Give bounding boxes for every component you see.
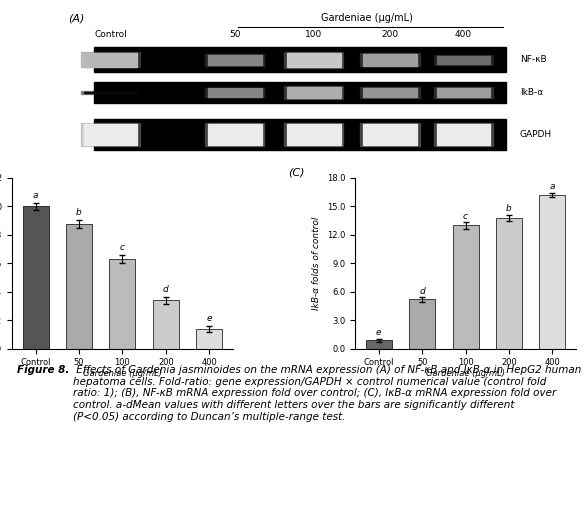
Text: IkB-α: IkB-α	[520, 88, 543, 97]
Bar	[436, 88, 490, 97]
Bar	[83, 92, 138, 93]
Text: d: d	[163, 285, 169, 294]
Text: 100: 100	[305, 30, 322, 39]
Bar	[208, 88, 262, 97]
Bar	[366, 340, 392, 349]
Text: GAPDH: GAPDH	[520, 130, 552, 139]
Bar	[196, 329, 222, 349]
Text: b: b	[76, 208, 82, 217]
Bar	[434, 87, 493, 98]
Text: 200: 200	[382, 30, 399, 39]
Text: NF-κB: NF-κB	[520, 55, 546, 64]
Bar	[284, 123, 343, 146]
Bar	[22, 206, 49, 349]
Text: a: a	[33, 191, 38, 200]
Bar	[453, 225, 479, 349]
Text: Figure 8.: Figure 8.	[18, 365, 70, 375]
Bar	[83, 53, 138, 66]
Text: d: d	[419, 287, 425, 295]
Bar	[539, 195, 566, 349]
Text: (C): (C)	[289, 168, 305, 178]
X-axis label: Gardeniae (μg/mL): Gardeniae (μg/mL)	[83, 369, 162, 378]
Bar	[153, 300, 179, 349]
Bar	[81, 91, 140, 94]
Bar	[434, 123, 493, 146]
Bar	[436, 56, 490, 64]
Bar	[208, 124, 262, 145]
Bar	[434, 55, 493, 64]
Text: c: c	[120, 243, 125, 252]
Bar	[409, 299, 435, 349]
Text: 400: 400	[455, 30, 472, 39]
Bar	[109, 259, 135, 349]
Bar	[83, 124, 138, 145]
Bar	[363, 54, 417, 66]
Bar	[93, 48, 506, 73]
Bar	[284, 52, 343, 68]
Bar	[205, 54, 265, 65]
Bar	[360, 53, 420, 66]
Text: b: b	[506, 204, 512, 214]
Bar	[284, 86, 343, 99]
Y-axis label: IkB-α folds of control: IkB-α folds of control	[312, 217, 321, 310]
Bar	[93, 119, 506, 150]
Bar	[205, 88, 265, 97]
Text: Gardeniae (μg/mL): Gardeniae (μg/mL)	[322, 13, 413, 24]
Bar	[496, 218, 522, 349]
Bar	[360, 87, 420, 98]
Bar	[363, 88, 417, 97]
Bar	[66, 224, 92, 349]
Text: e: e	[206, 314, 212, 323]
Bar	[93, 82, 506, 103]
Text: e: e	[376, 328, 382, 337]
Bar	[208, 55, 262, 65]
Bar	[287, 124, 340, 145]
Text: 50: 50	[229, 30, 240, 39]
Bar	[287, 87, 340, 98]
Bar	[363, 124, 417, 145]
X-axis label: Gardeniae (μg/mL): Gardeniae (μg/mL)	[426, 369, 505, 378]
Text: (A): (A)	[68, 13, 85, 24]
Bar	[205, 123, 265, 146]
Text: c: c	[463, 212, 468, 221]
Bar	[81, 53, 140, 67]
Text: a: a	[550, 182, 555, 191]
Bar	[436, 124, 490, 145]
Bar	[287, 53, 340, 67]
Bar	[81, 123, 140, 146]
Text: Control: Control	[94, 30, 127, 39]
Text: Effects of Gardenia jasminoides on the mRNA expression (A) of NF-κB and IκB-α in: Effects of Gardenia jasminoides on the m…	[73, 365, 581, 422]
Bar	[360, 123, 420, 146]
